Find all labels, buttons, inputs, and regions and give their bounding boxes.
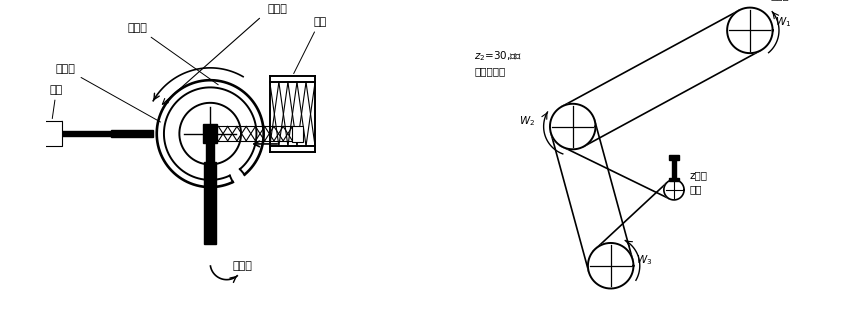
Text: $W_1$: $W_1$ [775,15,791,29]
Bar [668,155,679,160]
Bar [111,130,153,137]
Text: 烟包: 烟包 [293,17,326,74]
Bar [50,131,111,136]
Polygon shape [180,103,241,164]
Bar [668,178,679,181]
Polygon shape [727,8,773,53]
Text: 分离轮: 分离轮 [128,23,218,85]
Polygon shape [550,104,595,149]
Text: 逆时针: 逆时针 [233,261,253,271]
Bar [42,121,62,146]
Polygon shape [588,243,633,289]
Bar [206,137,215,162]
Text: 烟包: 烟包 [50,85,63,118]
Polygon shape [664,180,684,200]
Text: $W_2$: $W_2$ [519,114,535,128]
Text: $z_2$=30,拨烟
轮同步带轮: $z_2$=30,拨烟 轮同步带轮 [474,49,522,76]
Text: 拨烟轮: 拨烟轮 [56,64,160,122]
Bar [293,126,303,141]
Text: $W_3$: $W_3$ [636,253,652,267]
Text: z为张
紧轮: z为张 紧轮 [689,171,707,194]
Bar [204,162,216,244]
Text: 顺时针: 顺时针 [268,4,287,14]
Bar [672,157,676,180]
Bar [203,124,217,143]
